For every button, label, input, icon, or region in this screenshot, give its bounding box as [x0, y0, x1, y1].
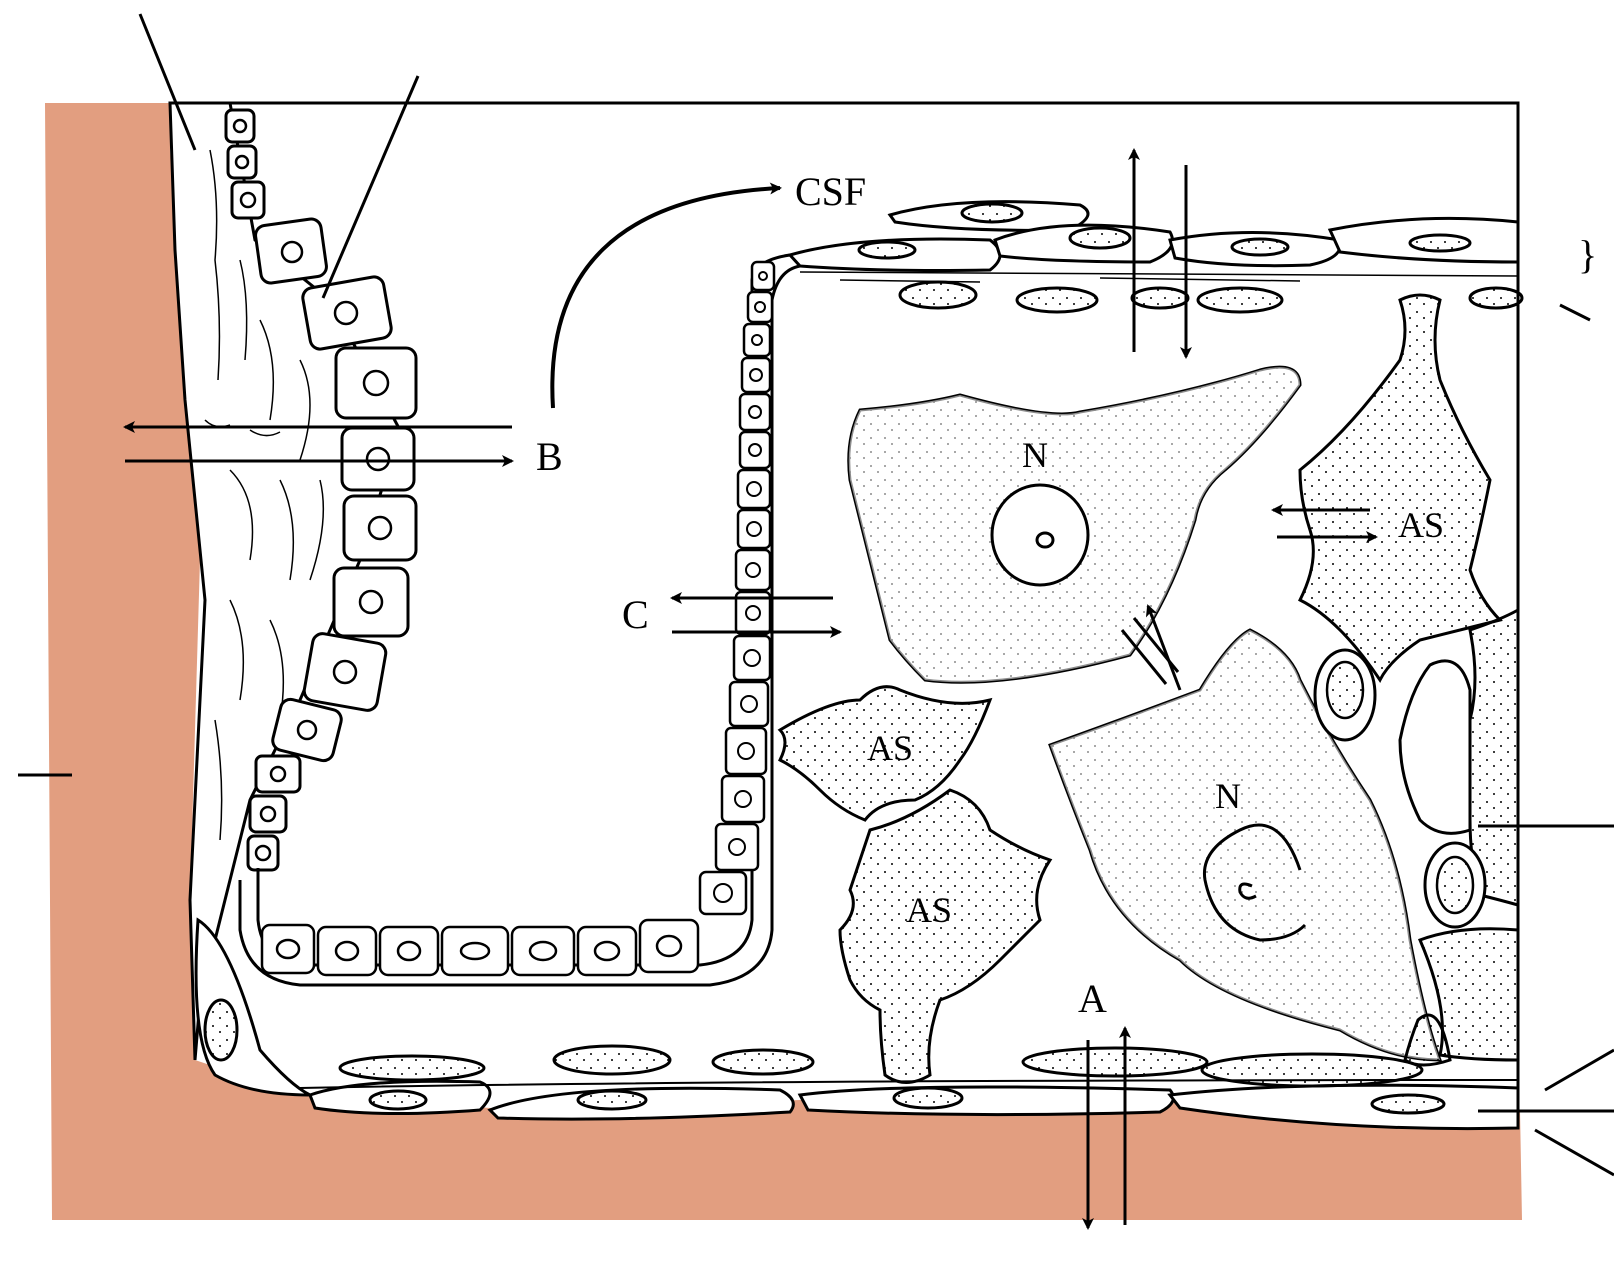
astrocyte-process-bottom — [1403, 1013, 1452, 1067]
label-c: C — [622, 592, 649, 637]
diagonal-hash — [1120, 617, 1180, 685]
glial-cell-right-middle — [1398, 659, 1472, 835]
arrows-a — [1082, 1026, 1131, 1230]
arrow-b-to-csf — [550, 182, 782, 409]
neuron-lower-nucleolus — [1238, 882, 1257, 900]
ependymal-nuclei-vertical — [713, 271, 768, 903]
label-astrocyte-left: AS — [867, 728, 913, 768]
label-astrocyte-right: AS — [1398, 505, 1444, 545]
arrows-astrocyte-right — [1271, 504, 1378, 543]
label-a: A — [1078, 976, 1107, 1021]
neuron-lower-fill — [1050, 630, 1440, 1060]
ependymal-cells-bottom — [260, 918, 700, 977]
arrows-neuron-neuron — [1145, 604, 1182, 691]
ependymal-nuclei-bottom — [275, 934, 683, 962]
choroid-epithelium — [224, 108, 418, 872]
arrows-c — [670, 592, 842, 638]
label-csf: CSF — [795, 169, 866, 214]
astrocyte-left — [777, 685, 993, 822]
arrows-top-vertical — [1128, 148, 1192, 359]
capillary-nuclei — [203, 998, 1446, 1115]
astrocyte-foot-bottom-right — [1418, 927, 1520, 1062]
label-neuron-lower: N — [1215, 776, 1241, 816]
meningeal-nuclei-top — [857, 202, 1472, 260]
label-astrocyte-middle: AS — [906, 890, 952, 930]
meningeal-layer-top — [787, 200, 1520, 272]
glial-nucleus-right-upper — [1325, 660, 1365, 720]
leader-lines — [18, 13, 1614, 1177]
arrows-b — [123, 421, 514, 467]
glia-limitans-bottom — [338, 1044, 1424, 1088]
ependymal-cells-vertical — [698, 260, 776, 916]
astrocyte-middle — [838, 788, 1053, 1084]
label-neuron-upper: N — [1022, 435, 1048, 475]
label-b: B — [536, 434, 563, 479]
ventricle-lining-inner — [238, 264, 801, 987]
astrocyte-right-lower — [1463, 607, 1520, 907]
glia-limitans-top — [898, 280, 1524, 314]
meningeal-fibers — [799, 271, 1519, 283]
choroid-epithelium-nuclei — [232, 118, 393, 862]
basement-membrane-bottom — [299, 1079, 1519, 1089]
label-brace: } — [1578, 232, 1597, 277]
neuron-upper-nucleolus — [1035, 531, 1055, 549]
glial-nucleus-right-lower — [1435, 855, 1475, 915]
astrocyte-right — [1297, 293, 1503, 683]
neuron-lower-nucleus — [1202, 823, 1307, 942]
